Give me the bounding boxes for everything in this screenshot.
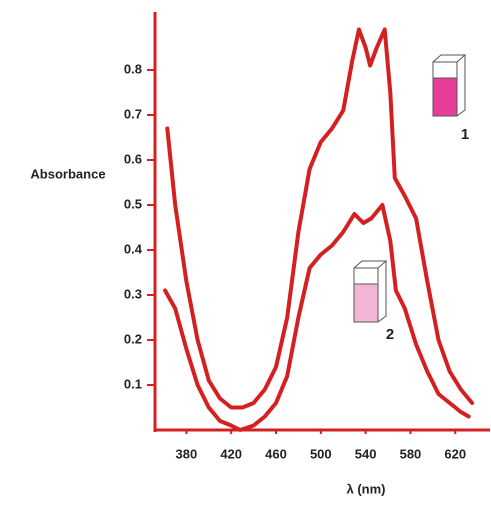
- spectrum-line: [163, 203, 471, 432]
- cuvette-1: [432, 54, 467, 117]
- series-label: 2: [386, 326, 394, 343]
- series-label: 1: [461, 126, 469, 143]
- y-tick-label: 0.7: [124, 106, 142, 121]
- x-tick-label: 460: [265, 446, 287, 461]
- cuvette-2: [353, 260, 388, 323]
- x-axis-label: λ (nm): [347, 481, 386, 496]
- y-tick-label: 0.3: [124, 286, 142, 301]
- spectrum-line: [165, 27, 475, 410]
- x-tick-label: 540: [355, 446, 377, 461]
- x-tick-label: 420: [220, 446, 242, 461]
- x-tick-label: 380: [176, 446, 198, 461]
- x-tick-label: 500: [310, 446, 332, 461]
- y-tick-label: 0.5: [124, 196, 142, 211]
- x-tick-label: 620: [444, 446, 466, 461]
- x-tick-label: 580: [400, 446, 422, 461]
- y-axis-label: Absorbance: [30, 166, 105, 181]
- y-tick-label: 0.6: [124, 151, 142, 166]
- y-tick-label: 0.1: [124, 376, 142, 391]
- y-tick-label: 0.4: [124, 241, 143, 256]
- y-tick-label: 0.8: [124, 61, 142, 76]
- y-tick-label: 0.2: [124, 331, 142, 346]
